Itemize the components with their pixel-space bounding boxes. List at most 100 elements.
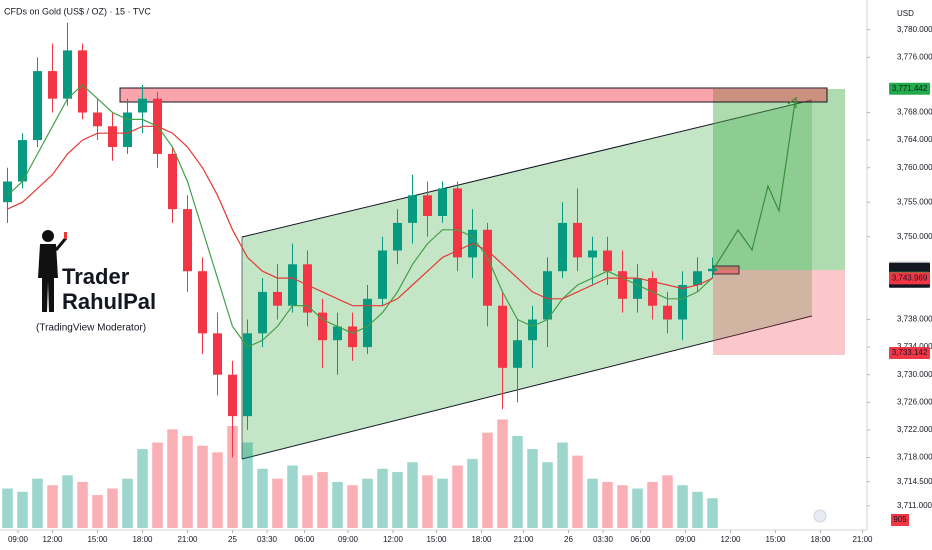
candle-body [228,374,237,417]
y-tick-label: 3,718.000 [897,453,932,462]
ma-layer [7,84,713,348]
candle-body [498,305,507,368]
channel-lower [241,315,813,460]
volume-bar [692,491,703,528]
candle-body [123,112,132,147]
candle-body [138,98,147,113]
x-tick-label: 21:00 [177,535,198,544]
price-label-bg [889,347,930,360]
candle-body [588,250,597,258]
candle-body [198,271,207,334]
candle-body [348,326,357,348]
x-tick-label: 06:00 [294,535,315,544]
y-tick-label: 3,750.000 [897,232,932,241]
watermark-line2: RahulPal [62,289,156,314]
projection-path [712,101,796,271]
volume-bar [467,458,478,528]
candle-body [3,181,12,203]
volume-bar [407,462,418,528]
volume-bar [617,485,628,528]
candle-layer [3,22,717,458]
y-tick-label: 3,760.000 [897,163,932,172]
watermark-line1: Trader [62,264,130,289]
x-tick-label: 18:00 [132,535,153,544]
volume-bar [62,475,73,528]
volume-bar [572,455,583,528]
y-tick-label: 3,738.000 [897,315,932,324]
volume-bar [272,478,283,528]
volume-bar [377,468,388,528]
candle-body [438,188,447,217]
candle-body [288,264,297,306]
price-label-bg [889,82,930,95]
target-zone [713,89,845,270]
ma-line [7,125,713,307]
chart-title: CFDs on Gold (US$ / OZ) · 15 · TVC [4,6,151,16]
x-tick-label: 09:00 [675,535,696,544]
volume-bar [422,475,433,528]
candle-body [678,285,687,320]
candle-body [603,250,612,272]
price-label: 3,743.969 [892,273,928,282]
candle-body [558,222,567,272]
volume-bar [512,435,523,528]
volume-bar [242,442,253,528]
resistance-box [119,87,828,103]
candle-body [48,71,57,99]
y-tick-label: 3,711.000 [897,501,932,510]
candle-body [543,271,552,320]
volume-bar [452,465,463,528]
volume-label: 905 [893,515,907,524]
candle-body [78,50,87,113]
x-tick-label: 12:00 [42,535,63,544]
candle-body [378,250,387,299]
volume-bar [137,449,148,528]
x-tick-label: 25 [228,535,237,544]
x-tick-label: 12:00 [720,535,741,544]
candle-body [453,188,462,258]
volume-bar [662,475,673,528]
candle-body [693,271,702,286]
volume-bar [347,485,358,528]
candle-body [243,333,252,417]
candle-body [183,209,192,272]
y-tick-label: 3,714.500 [897,477,932,486]
candle-body [618,271,627,299]
candle-body [273,291,282,306]
candle-body [408,195,417,223]
candle-body [168,153,177,210]
y-tick-label: 3,776.000 [897,52,932,61]
volume-bar [392,472,403,528]
volume-bar [437,478,448,528]
x-tick-label: 06:00 [630,535,651,544]
figure-head [42,230,54,242]
candle-body [333,326,342,341]
flag-icon [813,509,827,523]
volume-bar [167,429,178,528]
volume-bar [482,432,493,528]
volume-bar [542,462,553,528]
x-tick-label: 18:00 [810,535,831,544]
candle-body [33,71,42,141]
candle-body [663,305,672,320]
candle-body [363,298,372,348]
volume-bar [527,449,538,528]
candle-body [528,319,537,341]
currency-label: USD [897,9,914,18]
candle-body [483,229,492,306]
y-tick-label: 3,764.000 [897,135,932,144]
candle-body [258,291,267,334]
candle-body [633,278,642,299]
volume-label-bg [891,514,909,526]
price-label: 3,733.142 [892,348,928,357]
volume-bar [287,465,298,528]
candle-body [303,264,312,313]
volume-bar [497,419,508,528]
watermark: Trader RahulPal (TradingView Moderator) [36,230,156,334]
x-tick-label: 15:00 [765,535,786,544]
figure-candle [64,232,67,239]
y-tick-label: 3,768.000 [897,108,932,117]
channel-fill [242,100,812,459]
volume-bar [2,488,13,528]
x-tick-label: 15:00 [87,535,108,544]
